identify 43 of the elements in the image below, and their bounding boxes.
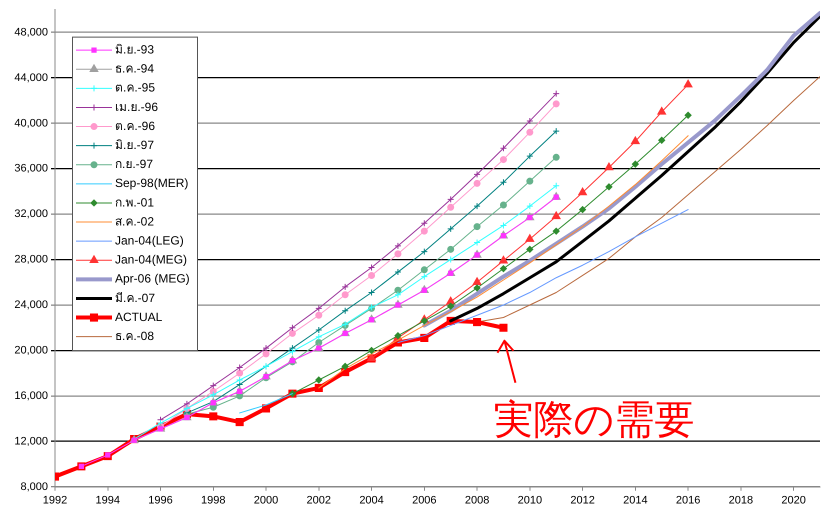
y-tick-label: 48,000 (14, 26, 48, 38)
y-tick-label: 40,000 (14, 117, 48, 130)
x-tick-label: 2008 (464, 494, 490, 506)
y-tick-label: 28,000 (14, 254, 48, 266)
legend-label: ส.ค.-02 (115, 214, 154, 228)
x-tick-label: 2012 (570, 494, 595, 506)
y-tick-label: 32,000 (14, 208, 48, 220)
legend-label: มิ.ย.-93 (115, 42, 154, 56)
legend-label: ธ.ค.-94 (115, 62, 154, 76)
x-tick-label: 2016 (676, 494, 700, 506)
x-tick-label: 2000 (254, 494, 278, 506)
x-tick-label: 2002 (306, 494, 332, 506)
legend-label: ต.ค.-95 (115, 80, 156, 95)
y-tick-label: 12,000 (14, 435, 48, 448)
y-tick-label: 24,000 (14, 299, 48, 312)
legend-label: ธ.ค.-08 (115, 328, 154, 343)
legend-label: ก.พ.-01 (115, 195, 154, 210)
legend-label: มี.ค.-07 (115, 290, 156, 305)
y-tick-label: 16,000 (14, 390, 48, 402)
y-tick-label: 8,000 (20, 480, 48, 493)
legend-label: Jan-04(LEG) (115, 233, 184, 248)
x-tick-label: 2014 (623, 494, 648, 506)
legend-label: Sep-98(MER) (115, 176, 188, 190)
legend-label: ต.ค.-96 (115, 118, 156, 133)
legend-label: เม.ย.-96 (115, 100, 158, 114)
x-tick-label: 2020 (781, 494, 806, 506)
x-tick-label: 1998 (201, 494, 226, 506)
y-tick-label: 20,000 (14, 344, 48, 356)
annotation: 実際の需要 (493, 397, 694, 444)
x-tick-label: 2018 (728, 494, 754, 506)
x-tick-label: 2006 (412, 494, 437, 506)
x-tick-label: 1996 (148, 494, 173, 506)
legend-label: ACTUAL (115, 310, 163, 324)
y-tick-label: 36,000 (14, 162, 48, 175)
x-tick-label: 1994 (96, 494, 120, 506)
y-tick-label: 44,000 (14, 72, 48, 84)
legend-label: ก.ย.-97 (115, 157, 154, 172)
legend-label: Apr-06 (MEG) (115, 272, 190, 286)
x-tick-label: 2010 (518, 494, 542, 506)
x-tick-label: 2004 (359, 494, 384, 506)
legend-label: Jan-04(MEG) (115, 252, 188, 267)
legend-label: มิ.ย.-97 (115, 138, 154, 152)
x-tick-label: 1992 (42, 494, 68, 506)
